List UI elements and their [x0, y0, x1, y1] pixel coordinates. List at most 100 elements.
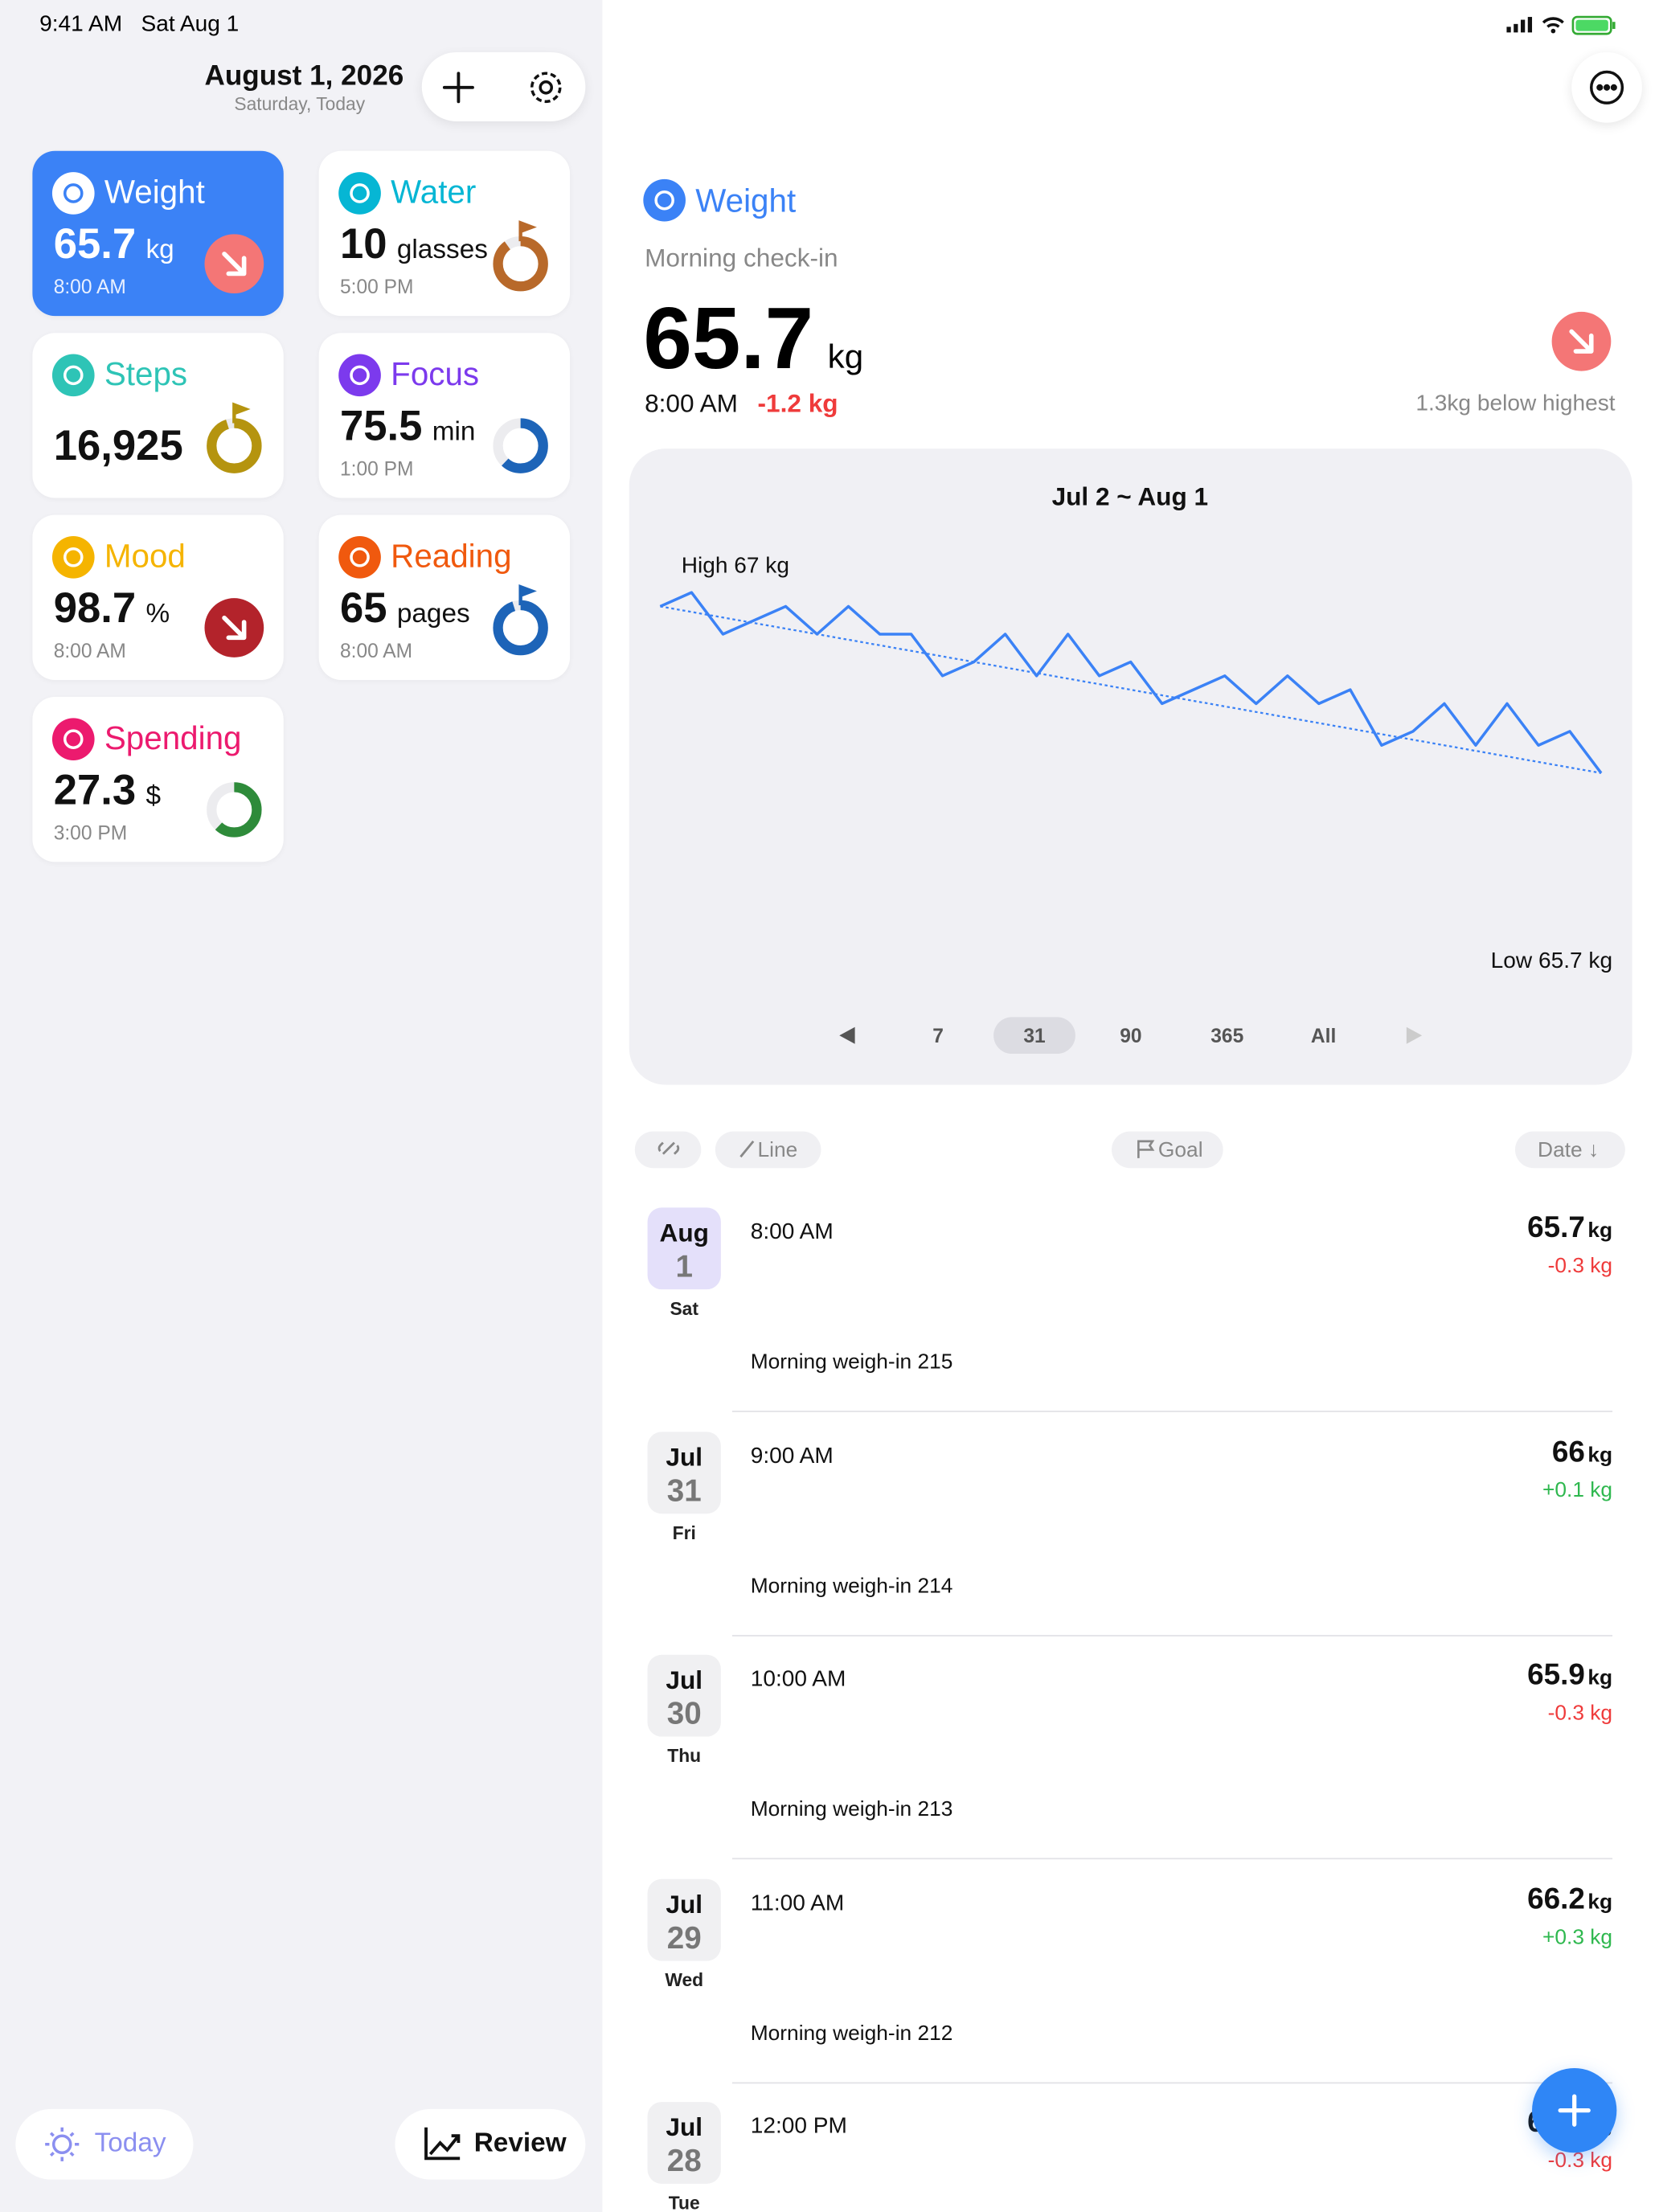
- detail-icon: [643, 178, 686, 222]
- separator: [731, 1858, 1613, 1860]
- card-time: 8:00 AM: [339, 639, 413, 662]
- badge-month: Jul: [666, 1442, 703, 1471]
- entry-note: Morning weigh-in 213: [750, 1797, 953, 1822]
- card-value-unit: $: [145, 781, 162, 812]
- range-next[interactable]: [1406, 1026, 1423, 1044]
- badge-month: Aug: [659, 1219, 709, 1247]
- progress-ring: [493, 236, 548, 292]
- card-icon-glyph: [63, 729, 84, 749]
- separator: [731, 2082, 1613, 2083]
- entry-delta: -0.3 kg: [1547, 1701, 1613, 1726]
- card-value: 27.3 $: [54, 768, 161, 816]
- card-time: 3:00 PM: [53, 821, 128, 844]
- card-time: 8:00 AM: [53, 275, 126, 298]
- link-icon: [657, 1141, 680, 1155]
- card-value-number: 10: [339, 221, 387, 268]
- card-value-number: 27.3: [53, 767, 137, 814]
- card-icon: [338, 535, 381, 579]
- range-selected: [993, 1017, 1075, 1055]
- badge-month: Jul: [666, 1890, 703, 1919]
- card-icon-glyph: [63, 547, 84, 567]
- badge-weekday: Thu: [667, 1745, 702, 1767]
- card-icon-glyph: [63, 183, 84, 203]
- status-time: 9:41 AM: [39, 12, 123, 37]
- plus-icon[interactable]: [442, 72, 474, 104]
- low-label: Low 65.7 kg: [1491, 948, 1612, 973]
- badge-month: Jul: [666, 2113, 703, 2142]
- card-icon-glyph: [350, 183, 370, 203]
- entry-value-number: 65.7: [1527, 1211, 1585, 1244]
- entry-value: 66.2 kg: [1527, 1883, 1612, 1917]
- status-date: Sat Aug 1: [141, 12, 240, 37]
- card-icon: [51, 718, 95, 760]
- line-chip[interactable]: Line: [715, 1131, 821, 1169]
- card-icon-glyph: [63, 365, 84, 386]
- entry-value-number: 66: [1551, 1435, 1585, 1469]
- more-icon[interactable]: [1589, 70, 1624, 104]
- card-name: Spending: [104, 719, 242, 756]
- badge-weekday: Fri: [672, 1522, 696, 1543]
- detail-change: -1.2 kg: [757, 389, 838, 418]
- badge-weekday: Wed: [665, 1968, 704, 1991]
- badge-day: 1: [675, 1248, 693, 1284]
- card-value: 65.7 kg: [54, 222, 174, 270]
- badge-weekday: Tue: [668, 2193, 700, 2212]
- card-time: 8:00 AM: [53, 639, 126, 662]
- card-icon: [338, 354, 381, 397]
- chip-label: Goal: [1157, 1138, 1203, 1163]
- entry-value: 66 kg: [1552, 1436, 1612, 1469]
- sun-icon: [45, 2127, 80, 2161]
- date-chip[interactable]: Date ↓: [1514, 1131, 1625, 1169]
- add-icon: [1558, 2094, 1591, 2127]
- entry-time: 9:00 AM: [750, 1444, 834, 1469]
- entry-value-number: 66.2: [1527, 1882, 1585, 1916]
- goal-chip[interactable]: Goal: [1112, 1131, 1223, 1169]
- detail-title: Weight: [695, 182, 797, 219]
- card-value: 65 pages: [340, 585, 470, 633]
- settings-icon[interactable]: [530, 72, 562, 104]
- sidebar-subtitle: Saturday, Today: [234, 92, 366, 115]
- card-value: 75.5 min: [340, 403, 476, 452]
- entry-delta: -0.3 kg: [1547, 1254, 1613, 1279]
- chip-label: Line: [757, 1138, 798, 1163]
- card-name: Reading: [391, 537, 512, 575]
- progress-ring: [207, 418, 262, 473]
- badge-month: Jul: [666, 1666, 703, 1695]
- progress-ring: [207, 782, 262, 838]
- chart-icon: [424, 2127, 461, 2161]
- detail-time: 8:00 AM: [645, 389, 738, 418]
- card-name: Steps: [104, 355, 188, 392]
- date-badge: Jul 28: [647, 2102, 721, 2185]
- range-option: All: [1311, 1026, 1336, 1047]
- badge-day: 31: [666, 1472, 702, 1508]
- card-icon: [338, 172, 381, 215]
- card-value-number: 98.7: [53, 585, 137, 633]
- tab-label: Review: [473, 2128, 567, 2159]
- card-name: Focus: [391, 355, 480, 392]
- badge-weekday: Sat: [670, 1297, 698, 1320]
- entry-note: Morning weigh-in 212: [750, 2021, 953, 2046]
- card-icon: [51, 354, 95, 397]
- range-prev[interactable]: [839, 1026, 855, 1044]
- separator: [731, 1634, 1613, 1636]
- add-button[interactable]: [1532, 2067, 1617, 2153]
- card-value: 16,925: [54, 424, 183, 472]
- goal-flag: [518, 584, 537, 605]
- tab-today[interactable]: Today: [15, 2108, 194, 2180]
- entry-value-unit: kg: [1587, 1666, 1613, 1690]
- date-badge: Jul 30: [647, 1655, 721, 1737]
- date-badge: Aug 1: [647, 1207, 721, 1290]
- status-icons: [1506, 15, 1616, 35]
- progress-ring: [493, 600, 548, 656]
- flag-icon: [1137, 1140, 1155, 1158]
- card-icon: [51, 535, 95, 579]
- card-value-number: 16,925: [53, 423, 183, 470]
- sidebar-date: August 1, 2026: [204, 60, 404, 92]
- entry-delta: +0.1 kg: [1542, 1477, 1613, 1502]
- entry-value: 65.7 kg: [1527, 1212, 1612, 1246]
- card-time: 5:00 PM: [339, 275, 414, 298]
- card-value-number: 75.5: [339, 403, 423, 450]
